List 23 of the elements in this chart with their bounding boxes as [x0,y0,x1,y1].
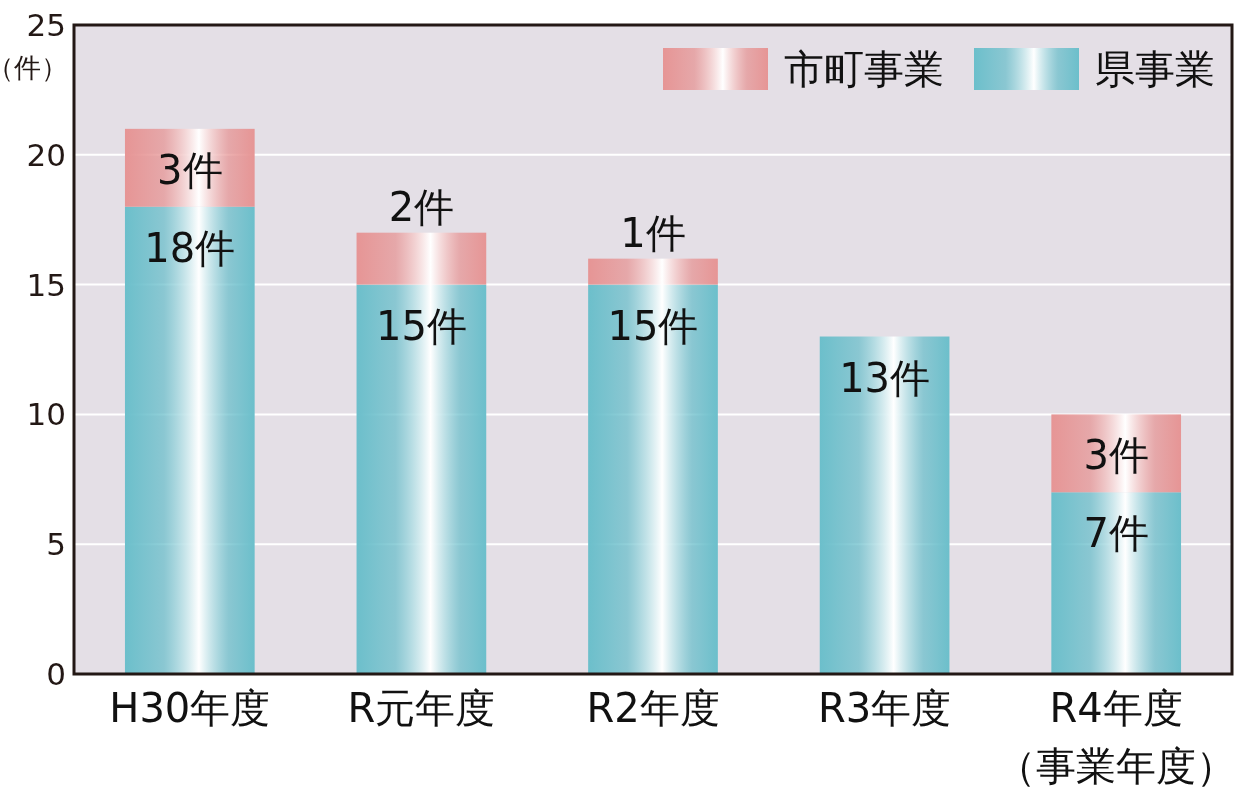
y-tick-label: 5 [46,526,66,563]
data-label: 3件 [1083,432,1149,479]
x-tick-label: R3年度 [817,685,952,731]
y-tick-label: 25 [26,7,66,43]
data-label: 18件 [144,224,236,271]
data-label: 1件 [620,209,686,256]
legend-label: 県事業 [1095,46,1215,92]
data-label: 13件 [839,354,931,401]
x-tick-label: R元年度 [347,685,496,731]
x-tick-label: H30年度 [109,685,271,731]
y-tick-label: 15 [26,266,66,303]
y-axis-title: （件） [0,52,68,83]
data-label: 7件 [1083,510,1149,557]
y-tick-label: 10 [26,396,66,433]
y-tick-label: 0 [46,656,66,692]
data-label: 2件 [388,183,455,230]
data-label: 15件 [375,302,467,349]
legend-label: 市町事業 [784,46,944,92]
x-tick-label: R4年度（事業年度） [996,685,1237,789]
y-tick-label: 20 [26,136,66,173]
data-label: 3件 [157,146,223,193]
x-tick-label: R2年度 [586,685,720,731]
data-label: 15件 [607,302,699,349]
